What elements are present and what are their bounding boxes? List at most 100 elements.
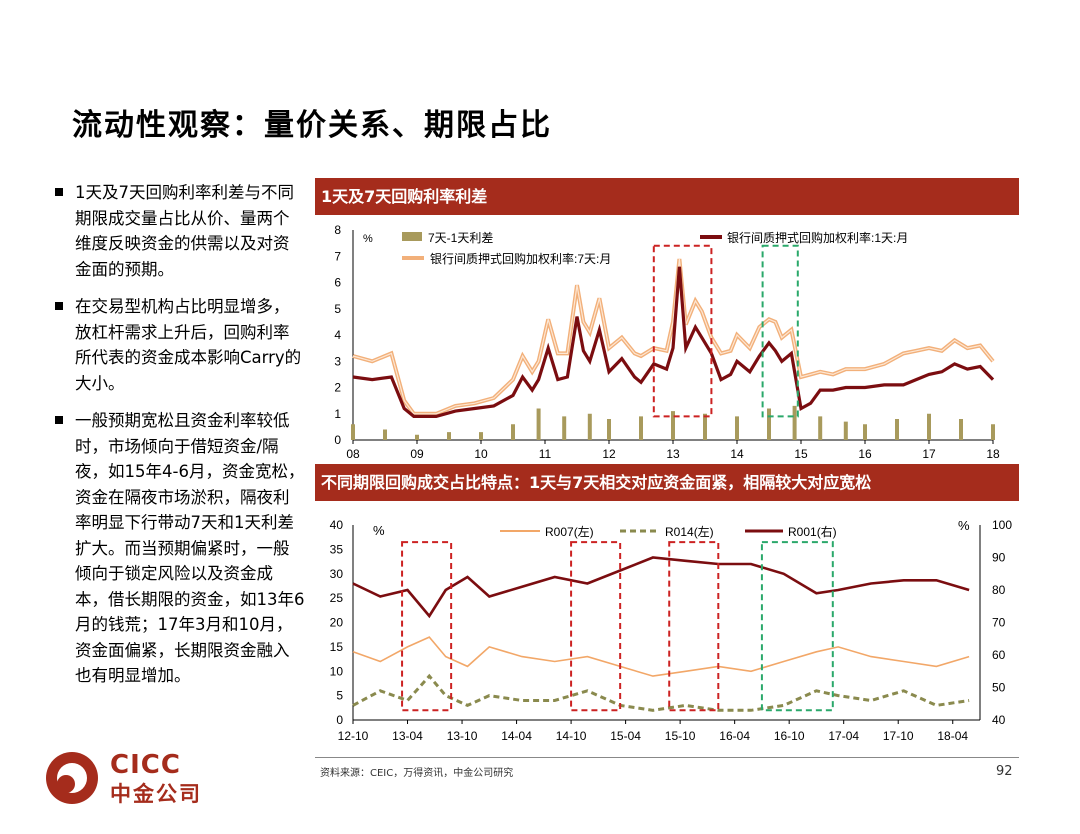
- chart1-bar: [843, 421, 848, 440]
- chart2-right-tick-label: 40: [992, 713, 1006, 727]
- chart1-bar: [792, 405, 797, 440]
- chart2-series-line: [352, 673, 970, 712]
- chart1-annotation-box: [761, 244, 799, 418]
- chart1-bar: [863, 424, 867, 440]
- chart2-annotation-box: [570, 541, 622, 712]
- bullet-square-icon: [55, 416, 63, 424]
- chart1-x-tick-label: 17: [922, 447, 936, 461]
- chart1-series-line: [352, 266, 995, 418]
- chart1-bar: [383, 429, 387, 440]
- chart2-left-tick-label: 0: [336, 713, 343, 727]
- bullet-text: 在交易型机构占比明显增多，放杠杆需求上升后，回购利率所代表的资金成本影响Carr…: [75, 297, 302, 393]
- chart1-bar: [587, 413, 592, 440]
- chart2-left-tick-label: 20: [330, 616, 344, 630]
- chart1-bar: [895, 419, 899, 440]
- chart2-annotation-box: [760, 541, 834, 712]
- chart1-legend-label: 7天-1天利差: [428, 231, 493, 245]
- chart1-bar: [818, 416, 823, 440]
- footer-divider: [315, 757, 1019, 758]
- chart1-legend-label: 银行间质押式回购加权利率:7天:月: [430, 251, 611, 266]
- chart2-x-tick-label: 16-10: [774, 729, 805, 743]
- chart2-left-unit-label: %: [373, 523, 385, 538]
- chart2-annotation-box: [668, 541, 720, 712]
- chart2-legend-label: R007(左): [545, 524, 594, 539]
- chart1-bar: [536, 408, 541, 440]
- chart2-title: 不同期限回购成交占比特点：1天与7天相交对应资金面紧，相隔较大对应宽松: [315, 464, 1019, 501]
- chart2-left-tick-label: 5: [336, 689, 343, 703]
- chart2-x-tick-label: 14-10: [556, 729, 587, 743]
- chart1-x-tick-label: 16: [858, 447, 872, 461]
- source-note: 资料来源：CEIC，万得资讯，中金公司研究: [320, 768, 514, 779]
- chart1-annotation-box: [652, 244, 713, 418]
- chart1-bar: [767, 408, 771, 440]
- chart1-x-tick-label: 14: [730, 447, 744, 461]
- chart2-x-tick-label: 15-04: [610, 729, 641, 743]
- chart1-title: 1天及7天回购利率利差: [315, 178, 1019, 215]
- chart2-x-tick-label: 16-04: [719, 729, 750, 743]
- chart2-legend-label: R014(左): [665, 524, 714, 539]
- chart2-left-tick-label: 10: [330, 664, 344, 678]
- chart2-x-tick-label: 17-04: [828, 729, 859, 743]
- chart2-right-tick-label: 70: [992, 616, 1006, 630]
- chart2-series-line: [352, 636, 970, 677]
- chart1-bar: [991, 424, 995, 440]
- chart1-bar: [671, 411, 675, 440]
- page-title: 流动性观察：量价关系、期限占比: [72, 108, 552, 143]
- chart2-x-tick-label: 13-10: [447, 729, 478, 743]
- bullet-text: 1天及7天回购利率利差与不同期限成交量占比从价、量两个维度反映资金的供需以及对资…: [75, 183, 294, 279]
- chart2-right-tick-label: 60: [992, 648, 1006, 662]
- chart1-x-tick-label: 09: [410, 447, 424, 461]
- chart2-right-tick-label: 50: [992, 681, 1006, 695]
- chart1-bar: [703, 413, 707, 440]
- chart2-right-tick-label: 90: [992, 551, 1006, 565]
- logo-text-cn: 中金公司: [110, 782, 202, 806]
- bullet-square-icon: [55, 188, 63, 196]
- chart1-x-tick-label: 15: [794, 447, 808, 461]
- chart2-right-tick-label: 100: [992, 518, 1012, 532]
- chart1-bar: [415, 434, 419, 440]
- chart1-x-tick-label: 11: [539, 447, 552, 461]
- chart1-y-tick-label: 8: [334, 223, 341, 237]
- chart2-x-tick-label: 12-10: [338, 729, 369, 743]
- chart1-y-tick-label: 3: [334, 354, 341, 368]
- chart1-bar: [511, 424, 515, 440]
- chart1-bar: [607, 419, 611, 440]
- chart1-x-tick-label: 18: [986, 447, 1000, 461]
- chart1-bar: [447, 432, 451, 440]
- chart2-x-tick-label: 15-10: [665, 729, 696, 743]
- logo-text-en: CICC: [110, 750, 181, 780]
- chart2-x-tick-label: 17-10: [883, 729, 914, 743]
- chart1-y-tick-label: 2: [334, 381, 341, 395]
- chart2-series-line: [352, 556, 970, 619]
- chart1-legend-swatch-bar: [402, 232, 422, 241]
- chart1-bar: [959, 419, 963, 440]
- bullet-item: 1天及7天回购利率利差与不同期限成交量占比从价、量两个维度反映资金的供需以及对资…: [55, 180, 305, 282]
- chart1-y-unit-label: %: [363, 233, 373, 245]
- chart1-bar: [927, 413, 931, 440]
- chart1-bar: [479, 432, 483, 440]
- chart1-bar: [562, 416, 567, 440]
- chart1-y-tick-label: 1: [334, 407, 341, 421]
- bullet-item: 在交易型机构占比明显增多，放杠杆需求上升后，回购利率所代表的资金成本影响Carr…: [55, 294, 305, 396]
- chart2-left-tick-label: 40: [330, 518, 344, 532]
- chart2-x-tick-label: 14-04: [501, 729, 532, 743]
- page-number: 92: [996, 764, 1013, 779]
- chart1-legend-label: 银行间质押式回购加权利率:1天:月: [727, 230, 908, 245]
- bullet-item: 一般预期宽松且资金利率较低时，市场倾向于借短资金/隔夜，如15年4-6月，资金宽…: [55, 408, 305, 689]
- chart2-left-tick-label: 15: [330, 640, 344, 654]
- chart1-x-tick-label: 08: [346, 447, 360, 461]
- chart2-x-tick-label: 13-04: [392, 729, 423, 743]
- cicc-logo-icon: [46, 752, 98, 804]
- chart1-bar: [351, 424, 355, 440]
- chart2-right-unit-label: %: [958, 518, 970, 533]
- chart1-y-tick-label: 4: [334, 328, 341, 342]
- chart1-x-tick-label: 10: [474, 447, 488, 461]
- bullet-square-icon: [55, 302, 63, 310]
- chart1-y-tick-label: 6: [334, 276, 341, 290]
- chart2-left-tick-label: 35: [330, 542, 344, 556]
- chart2-left-tick-label: 30: [330, 567, 344, 581]
- chart1-y-tick-label: 5: [334, 302, 341, 316]
- chart2-right-tick-label: 80: [992, 583, 1006, 597]
- chart1-bar: [639, 416, 643, 440]
